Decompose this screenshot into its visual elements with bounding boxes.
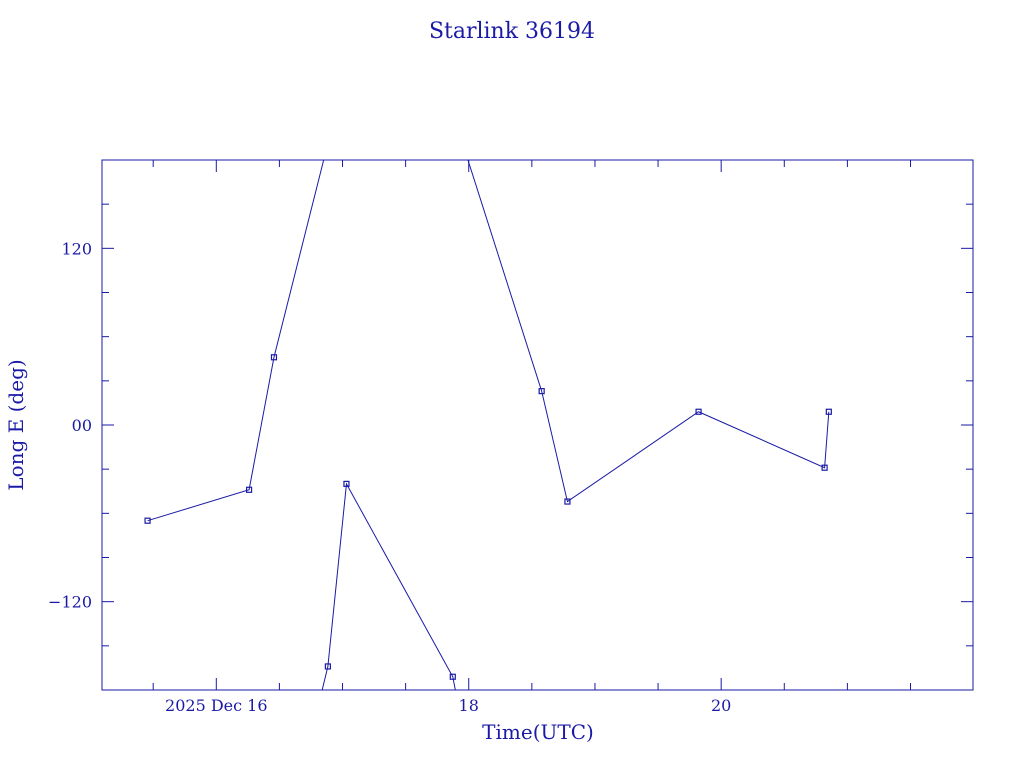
data-point: [695, 408, 702, 415]
data-point: [144, 517, 151, 524]
series-line-3: [467, 160, 830, 503]
y-tick-label: 120: [61, 239, 92, 258]
series-line-1: [147, 160, 325, 522]
data-point: [270, 354, 278, 361]
plot-frame: [101, 159, 974, 691]
chart-title: Starlink 36194: [429, 19, 595, 44]
data-point: [538, 388, 545, 395]
y-tick-label: −120: [48, 593, 92, 612]
x-tick-label: 2025 Dec 16: [165, 696, 268, 715]
data-point: [324, 663, 331, 670]
axis-ticks: 2025 Dec 16 18 20 120 00 −120: [48, 160, 973, 715]
y-tick-label: 00: [72, 416, 92, 435]
data-point: [449, 673, 456, 680]
series-group: [144, 160, 832, 690]
x-axis-label: Time(UTC): [482, 720, 594, 744]
data-point: [564, 498, 571, 505]
data-point: [825, 408, 832, 415]
data-point: [245, 486, 253, 493]
series-line-2: [321, 482, 456, 690]
x-tick-label: 20: [711, 696, 731, 715]
data-point: [821, 464, 828, 471]
y-axis-label: Long E (deg): [4, 359, 28, 490]
data-point: [343, 480, 350, 487]
x-tick-label: 18: [459, 696, 479, 715]
